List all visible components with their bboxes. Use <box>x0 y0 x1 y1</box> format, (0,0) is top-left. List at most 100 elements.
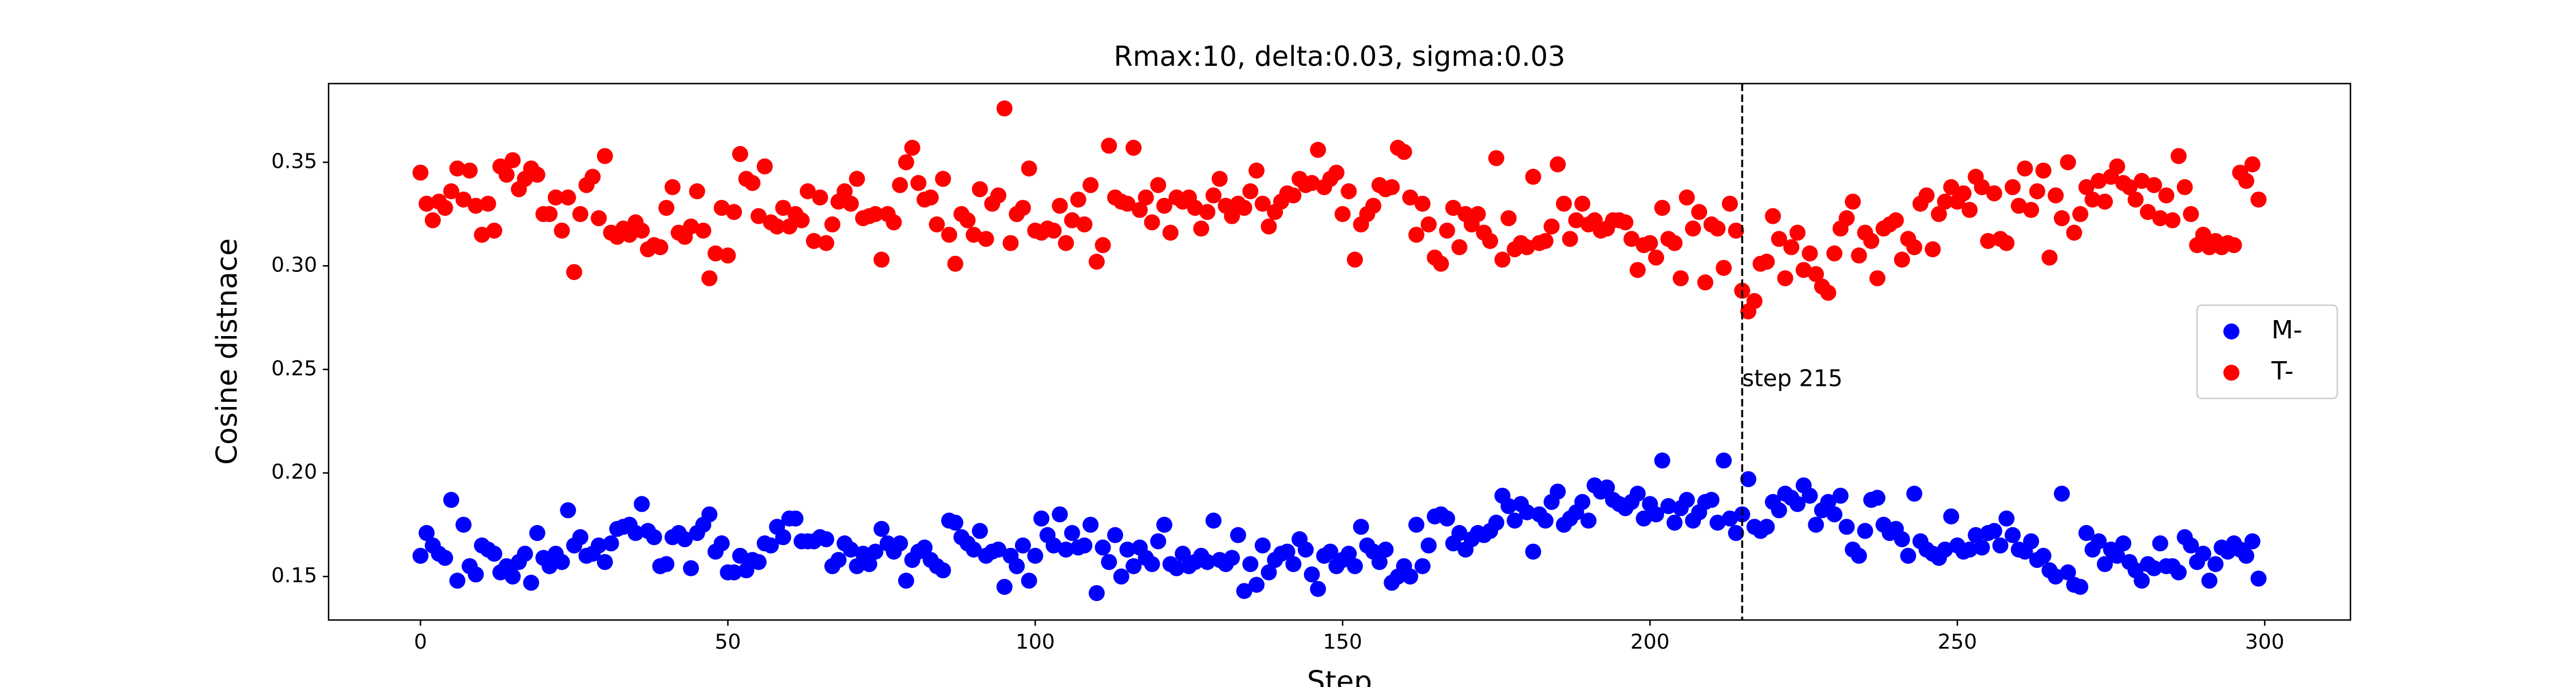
y-tick-label: 0.20 <box>271 460 317 484</box>
legend-box <box>2196 304 2338 400</box>
data-point <box>1346 558 1363 574</box>
data-point <box>1789 224 1806 241</box>
data-point <box>1254 537 1271 554</box>
data-point <box>634 222 650 239</box>
data-point <box>1906 485 1923 502</box>
data-point <box>437 550 453 566</box>
data-point <box>2023 202 2040 218</box>
data-point <box>1027 547 1044 564</box>
data-point <box>418 525 435 542</box>
data-point <box>1125 558 1142 574</box>
data-point <box>658 200 675 216</box>
data-point <box>910 175 927 191</box>
data-point <box>1249 577 1265 593</box>
data-point <box>1507 512 1523 529</box>
legend-label: M- <box>2271 315 2302 345</box>
data-point <box>1974 179 1990 195</box>
data-point <box>2035 547 2052 564</box>
data-point <box>1826 506 1843 523</box>
data-point <box>1193 220 1210 237</box>
data-point <box>1249 162 1265 179</box>
data-point <box>596 148 613 164</box>
data-point <box>1703 492 1720 508</box>
data-point <box>2115 535 2132 552</box>
data-point <box>658 556 675 572</box>
data-point <box>1175 546 1191 562</box>
data-point <box>818 235 835 251</box>
data-point <box>805 232 822 249</box>
data-point <box>1009 558 1025 574</box>
data-point <box>1045 222 1062 239</box>
data-point <box>775 529 792 546</box>
data-point <box>966 227 982 243</box>
data-point <box>1045 537 1062 554</box>
x-tick-label: 100 <box>1016 630 1055 654</box>
data-point <box>713 535 730 552</box>
data-point <box>996 579 1013 595</box>
data-point <box>1789 496 1806 512</box>
data-point <box>1642 235 1658 251</box>
data-point <box>1709 220 1726 237</box>
data-point <box>793 212 810 228</box>
data-point <box>2060 154 2076 171</box>
data-point <box>1101 137 1117 154</box>
data-point <box>1746 293 1763 309</box>
data-point <box>1974 539 1990 556</box>
data-point <box>1759 254 1775 270</box>
data-point <box>947 514 963 531</box>
data-point <box>1820 493 1836 510</box>
data-point <box>1021 160 1037 177</box>
data-point <box>867 206 884 222</box>
data-point <box>1721 510 1738 527</box>
data-point <box>2023 533 2040 550</box>
data-point <box>2146 560 2162 577</box>
y-tick-label: 0.30 <box>271 253 317 277</box>
data-point <box>1439 510 1455 527</box>
data-point <box>1242 183 1259 200</box>
data-point <box>2091 173 2107 189</box>
data-point <box>849 558 866 574</box>
data-point <box>2078 179 2095 195</box>
data-point <box>843 541 859 558</box>
data-point <box>2041 249 2058 266</box>
data-point <box>2183 206 2199 222</box>
data-point <box>1150 177 1167 194</box>
data-point <box>498 167 515 183</box>
data-point <box>529 525 546 542</box>
data-point <box>1838 519 1855 535</box>
data-point <box>1740 471 1757 487</box>
data-point <box>1980 232 1996 249</box>
data-point <box>1925 241 1941 258</box>
y-tick-label: 0.25 <box>271 357 317 380</box>
data-point <box>473 227 490 243</box>
data-point <box>2060 564 2076 581</box>
data-point <box>1224 550 1240 566</box>
data-point <box>412 547 429 564</box>
data-point <box>1599 479 1615 496</box>
data-point <box>873 251 890 268</box>
data-point <box>443 183 460 200</box>
data-point <box>1906 239 1923 255</box>
data-point <box>590 210 607 227</box>
data-point <box>1728 525 1744 542</box>
data-point <box>1574 493 1591 510</box>
data-point <box>1801 245 1818 262</box>
plot-frame <box>327 82 2352 621</box>
data-point <box>1205 187 1222 204</box>
chart-title: Rmax:10, delta:0.03, sigma:0.03 <box>1114 41 1566 73</box>
data-point <box>1408 227 1425 243</box>
x-tick-label: 50 <box>715 630 741 654</box>
data-point <box>1537 232 1554 249</box>
data-point <box>504 568 521 585</box>
data-point <box>1064 212 1080 228</box>
data-point <box>572 529 588 546</box>
data-point <box>683 218 700 235</box>
data-point <box>726 564 742 581</box>
data-point <box>1580 512 1597 529</box>
data-point <box>1765 208 1781 224</box>
data-point <box>1635 510 1652 527</box>
legend-marker <box>2223 323 2239 339</box>
data-point <box>2109 158 2125 175</box>
data-point <box>1961 541 1978 558</box>
